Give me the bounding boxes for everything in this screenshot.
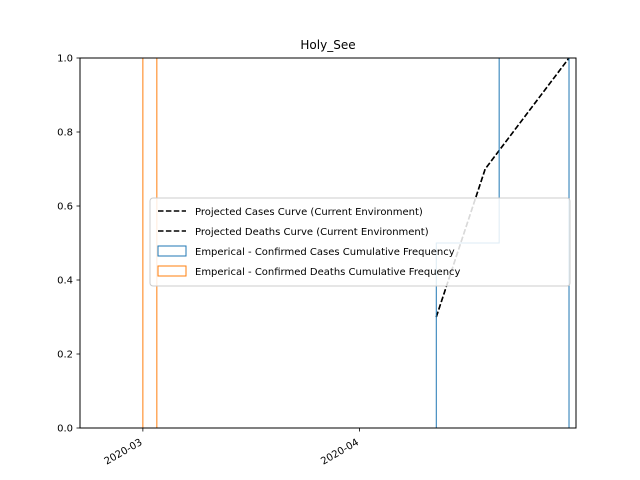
legend: Projected Cases Curve (Current Environme… (149, 197, 571, 287)
y-tick-label: 1.0 (57, 54, 73, 65)
legend-label: Projected Deaths Curve (Current Environm… (195, 227, 429, 238)
axes-frame (79, 57, 577, 429)
y-tick-label: 0.8 (57, 128, 73, 139)
y-tick-label: 0.2 (57, 350, 73, 361)
legend-swatch (157, 245, 187, 257)
legend-label: Emperical - Confirmed Cases Cumulative F… (195, 247, 455, 258)
legend-swatch (157, 265, 187, 277)
legend-frame (149, 197, 571, 287)
y-tick-label: 0.4 (57, 276, 73, 287)
y-tick-label: 0.6 (57, 202, 73, 213)
chart-title: Holy_See (300, 38, 355, 52)
legend-label: Emperical - Confirmed Deaths Cumulative … (195, 267, 461, 278)
y-axis: 0.0 0.2 0.4 0.6 0.8 1.0 (57, 54, 80, 435)
y-tick-label: 0.0 (57, 424, 73, 435)
legend-label: Projected Cases Curve (Current Environme… (195, 207, 423, 218)
